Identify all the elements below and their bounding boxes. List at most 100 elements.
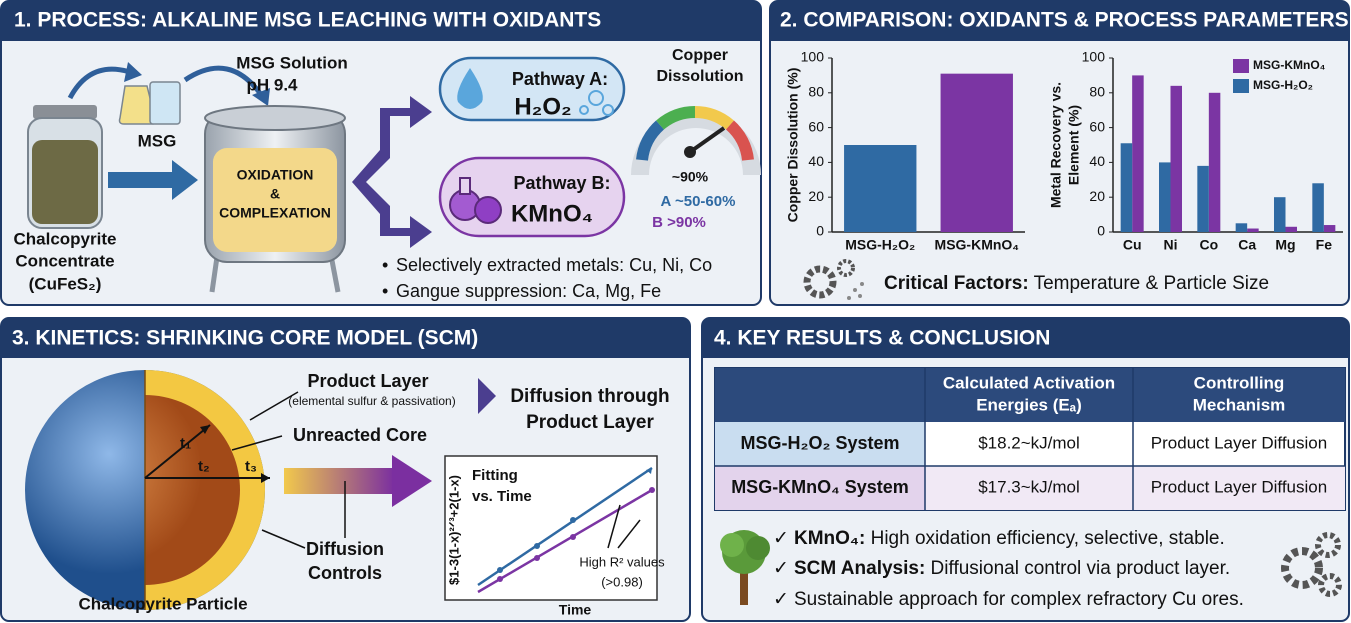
label: Product Layer [526,412,654,433]
conclusion: SCM Analysis: Diffusional control via pr… [794,558,1230,579]
factors-text: Temperature & Particle Size [1029,273,1269,294]
table-cell: Product Layer Diffusion [1151,477,1327,496]
label: OXIDATION [237,167,314,183]
y-axis-label: Copper Dissolution (%) [785,68,801,223]
conclusion: Sustainable approach for complex refract… [794,589,1244,610]
panel-title: 3. KINETICS: SHRINKING CORE MODEL (SCM) [12,327,478,350]
x-tick-label: MSG-H₂O₂ [845,237,915,253]
legend-label: MSG-H₂O₂ [1253,78,1313,92]
legend-swatch [1233,59,1249,73]
y-tick-label: 40 [808,153,824,169]
y-tick-label: 100 [801,49,825,65]
y-tick-label: 80 [808,84,824,100]
check: ✓ [773,558,789,579]
bar [1285,226,1297,232]
y-tick-label: 0 [1097,223,1105,239]
table-cell: $18.2~kJ/mol [978,433,1080,452]
bar [1120,143,1133,232]
table-cell: MSG-H₂O₂ System [740,433,899,453]
legend-label: MSG-KMnO₄ [1253,58,1326,72]
table-cell: MSG-KMnO₄ System [731,477,909,497]
process-labels: MSG Solution pH 9.4 MSG OXIDATION & COMP… [14,47,744,301]
label: Chalcopyrite [14,229,117,248]
conclusion: KMnO₄: High oxidation efficiency, select… [794,528,1225,549]
bar [844,145,917,232]
label: Fitting [472,467,518,484]
x-tick-label: Ni [1164,237,1178,253]
y-tick-label: 60 [808,118,824,134]
y-tick-label: 20 [1089,188,1105,204]
label: pH 9.4 [246,75,298,94]
x-tick-label: Mg [1275,237,1295,253]
label: (CuFeS₂) [29,274,102,293]
x-tick-label: Cu [1123,237,1142,253]
conclusion-label: SCM Analysis: [794,558,925,579]
bar [1323,225,1336,232]
label: Controls [308,563,382,583]
label: High R² values [579,554,665,569]
label: Pathway A: [512,69,608,89]
bar [1274,197,1286,232]
table-cell: $17.3~kJ/mol [978,477,1080,496]
bullet: Selectively extracted metals: Cu, Ni, Co [396,255,712,275]
table-header: Calculated Activation [943,373,1115,392]
panel-title: 4. KEY RESULTS & CONCLUSION [714,327,1050,350]
panel-title: 1. PROCESS: ALKALINE MSG LEACHING WITH O… [14,9,601,32]
conclusion-icons: ✓ ✓ ✓ [720,528,1342,610]
label: H₂O₂ [514,93,571,120]
kinetics-illustration [25,370,658,610]
label: Unreacted Core [293,425,427,445]
y-tick-label: 40 [1089,153,1105,169]
legend-swatch [1233,79,1249,93]
label: Copper [672,47,728,64]
factors-label: Critical Factors: [884,273,1029,294]
label: A ~50-60% [661,193,736,210]
label: ~90% [672,169,709,185]
y-tick-label: 60 [1089,118,1105,134]
y-axis-label: Metal Recovery vs. [1048,82,1064,208]
check: ✓ [773,589,789,610]
bar [1159,162,1171,232]
axis-label: $1-3(1-x)²ᐟ³+2(1-x) [446,475,461,585]
label: Dissolution [656,68,743,85]
label: & [270,186,280,202]
y-tick-label: 20 [808,188,824,204]
results-table: Calculated Activation Energies (Eₐ) Cont… [714,367,1346,511]
label: MSG [138,131,177,150]
axis-label: Time [559,602,592,618]
table-header: Energies (Eₐ) [976,395,1082,414]
table-header: Controlling [1194,373,1285,392]
y-axis-label: Element (%) [1066,105,1082,185]
label: t₃ [245,458,257,475]
table-header: Mechanism [1193,395,1286,414]
gear-icon [803,259,864,300]
label: COMPLEXATION [219,205,331,221]
bar [1132,75,1144,233]
panel-title: 2. COMPARISON: OXIDANTS & PROCESS PARAME… [780,9,1349,32]
conclusion-text: High oxidation efficiency, selective, st… [865,528,1224,549]
y-tick-label: 80 [1089,84,1105,100]
table-cell: Product Layer Diffusion [1151,433,1327,452]
label: Pathway B: [513,173,610,193]
bar [940,73,1013,232]
critical-factors: Critical Factors: Temperature & Particle… [884,273,1269,294]
check: ✓ [773,528,789,549]
bar [1208,92,1221,232]
bar [1247,228,1259,232]
x-tick-label: Fe [1316,237,1333,253]
conclusion-text: Diffusional control via product layer. [925,558,1230,579]
label: t₂ [198,458,210,475]
bullet-dot: • [382,281,388,301]
label: (>0.98) [601,574,643,589]
label: Diffusion through [510,386,669,407]
bullet: Gangue suppression: Ca, Mg, Fe [396,281,661,301]
label: vs. Time [472,488,532,505]
label: Product Layer [307,371,428,391]
label: MSG Solution [236,53,347,72]
conclusion-label: KMnO₄: [794,528,865,549]
label: Concentrate [15,251,114,270]
process-illustration: • • [27,56,761,301]
x-tick-label: Co [1199,237,1218,253]
